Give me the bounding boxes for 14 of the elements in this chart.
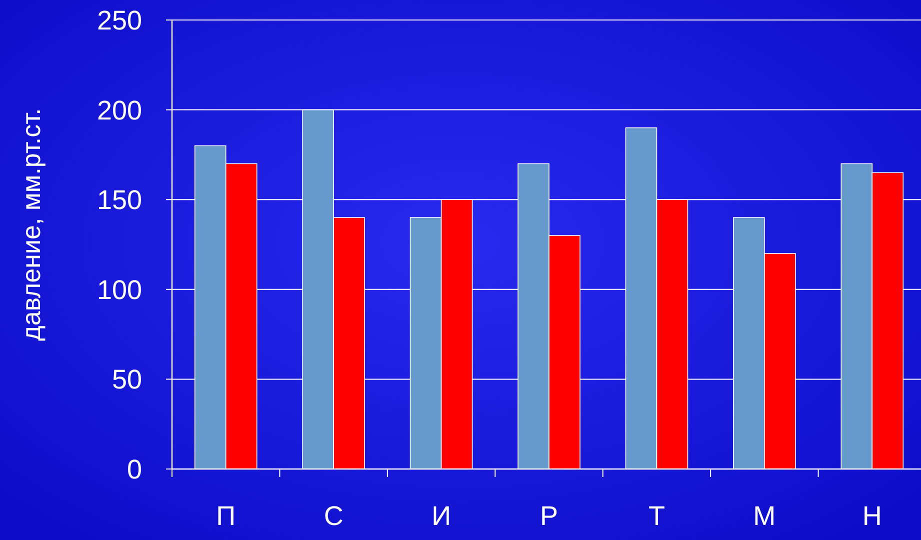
y-tick-label: 50 [112, 364, 142, 395]
x-tick-label: П [216, 501, 236, 531]
x-tick-label: И [432, 501, 451, 531]
y-tick-label: 250 [96, 5, 142, 36]
x-tick-label: Р [540, 501, 558, 531]
x-tick-label: Н [862, 501, 882, 531]
y-tick-label: 150 [96, 185, 142, 216]
y-tick-label: 0 [126, 454, 142, 484]
y-tick-label: 200 [96, 95, 142, 126]
x-tick-label: С [324, 501, 344, 531]
x-tick-label: М [753, 501, 776, 531]
y-axis-title: давление, мм.рт.ст. [16, 108, 46, 341]
x-tick-label: Т [648, 501, 665, 531]
y-tick-label: 100 [96, 274, 142, 305]
